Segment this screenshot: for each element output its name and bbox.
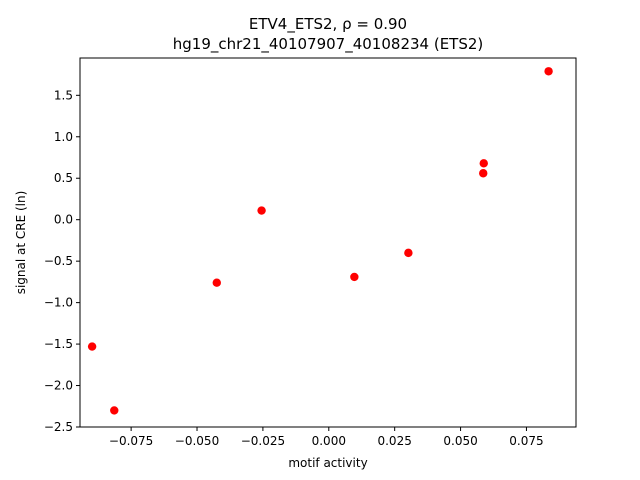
y-tick-label-3: −1.0 xyxy=(44,296,73,310)
x-tick-label-5: 0.050 xyxy=(443,434,477,448)
data-point-2 xyxy=(212,278,221,287)
x-tick-label-3: 0.000 xyxy=(312,434,346,448)
data-point-4 xyxy=(350,272,359,282)
data-point-1 xyxy=(110,406,119,415)
x-axis-ticks: −0.075 −0.050 −0.025 0.000 0.025 0.050 0.075 xyxy=(109,427,544,448)
y-tick-label-4: −0.5 xyxy=(44,254,73,268)
y-tick-label-1: −2.0 xyxy=(44,379,73,393)
chart-title-line2: hg19_chr21_40107907_40108234 (ETS2) xyxy=(173,35,484,54)
x-tick-label-6: 0.075 xyxy=(509,434,543,448)
y-axis-label: signal at CRE (ln) xyxy=(14,191,28,295)
data-point-8 xyxy=(544,67,553,76)
chart-title-line1: ETV4_ETS2, ρ = 0.90 xyxy=(249,15,407,34)
x-axis-label: motif activity xyxy=(288,456,367,470)
data-point-7 xyxy=(479,159,488,168)
x-tick-label-0: −0.075 xyxy=(109,434,153,448)
x-tick-label-4: 0.025 xyxy=(377,434,411,448)
data-point-5 xyxy=(404,248,413,258)
y-axis-ticks: −2.5 −2.0 −1.5 −1.0 −0.5 0.0 0.5 1.0 1.5 xyxy=(44,88,80,434)
data-point-0 xyxy=(87,342,97,351)
data-point-3 xyxy=(257,206,266,215)
y-tick-label-2: −1.5 xyxy=(44,337,73,351)
plot-frame xyxy=(79,57,577,428)
y-tick-label-7: 1.0 xyxy=(54,130,73,144)
y-tick-label-6: 0.5 xyxy=(54,171,73,185)
y-tick-label-8: 1.5 xyxy=(54,88,73,102)
data-point-6 xyxy=(479,169,488,178)
y-tick-label-5: 0.0 xyxy=(54,213,73,227)
x-tick-label-1: −0.050 xyxy=(175,434,219,448)
y-tick-label-0: −2.5 xyxy=(44,420,73,434)
x-tick-label-2: −0.025 xyxy=(241,434,285,448)
data-points xyxy=(87,67,553,415)
